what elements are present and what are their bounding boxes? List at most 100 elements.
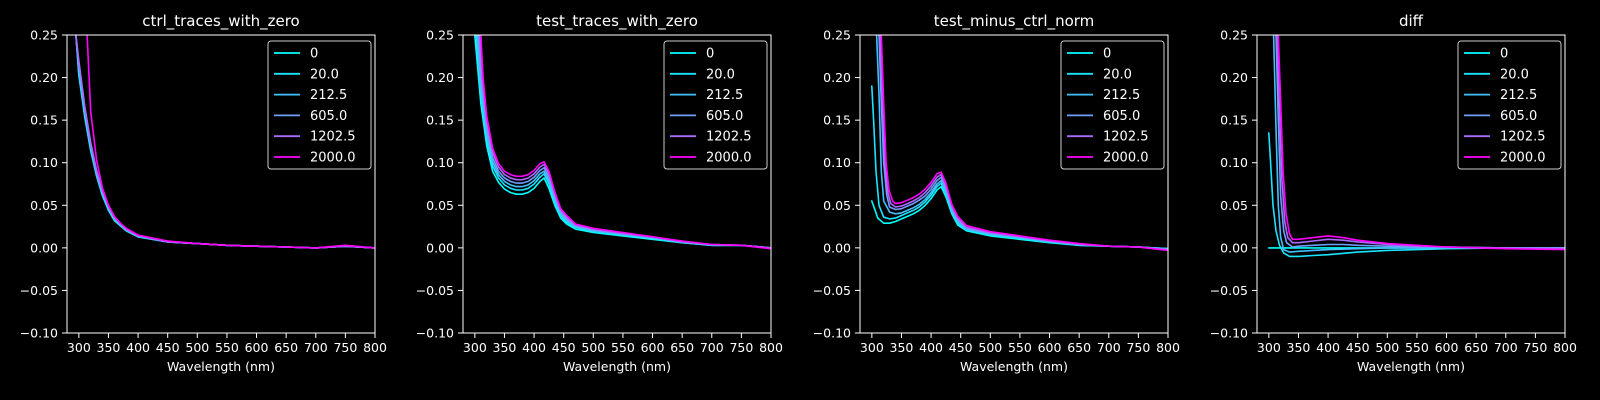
x-tick-label: 450 [156, 340, 180, 355]
x-tick-label: 700 [700, 340, 724, 355]
legend-label: 2000.0 [1103, 151, 1149, 166]
panel-title: test_minus_ctrl_norm [934, 12, 1095, 31]
y-tick-label: −0.05 [813, 283, 851, 298]
panel-4: diff Wavelength (nm) 300 350 400 450 500 550 6… [1210, 12, 1577, 374]
x-tick-label: 300 [67, 340, 91, 355]
x-tick-label: 450 [1346, 340, 1370, 355]
legend-label: 212.5 [1103, 88, 1140, 103]
x-tick-label: 550 [1405, 340, 1429, 355]
x-tick-label: 350 [1287, 340, 1311, 355]
plot-area [474, 35, 771, 250]
x-tick-label: 800 [363, 340, 387, 355]
y-tick-label: 0.25 [823, 28, 851, 43]
y-tick-label: 0.10 [1220, 155, 1248, 170]
x-tick-label: 600 [245, 340, 269, 355]
legend-label: 20.0 [706, 67, 735, 82]
legend-label: 0 [310, 47, 318, 62]
x-tick-label: 600 [1038, 340, 1062, 355]
legend-label: 1202.5 [310, 130, 356, 145]
x-tick-label: 750 [1523, 340, 1547, 355]
legend-label: 2000.0 [310, 151, 356, 166]
series-line-5 [86, 35, 375, 249]
x-tick-label: 500 [978, 340, 1002, 355]
legend-label: 212.5 [706, 88, 743, 103]
legend: 0 20.0 212.5 605.0 1202.5 2000.0 [1060, 40, 1165, 170]
axes-frame [1256, 34, 1566, 334]
y-tick-label: 0.10 [823, 155, 851, 170]
y-tick-label: 0.10 [426, 155, 454, 170]
legend-label: 0 [1103, 47, 1111, 62]
x-tick-label: 350 [890, 340, 914, 355]
y-tick-label: 0.25 [426, 28, 454, 43]
legend-label: 20.0 [310, 67, 339, 82]
legend-label: 605.0 [1103, 109, 1140, 124]
series-line-5 [1277, 35, 1565, 251]
x-tick-label: 400 [1316, 340, 1340, 355]
panel-1: ctrl_traces_with_zero Wavelength (nm) 30… [20, 12, 387, 374]
y-tick-label: 0.15 [426, 113, 454, 128]
y-tick-label: 0.00 [30, 240, 58, 255]
x-tick-label: 500 [581, 340, 605, 355]
y-tick-label: 0.00 [426, 240, 454, 255]
y-tick-label: −0.10 [20, 326, 58, 341]
legend-label: 0 [1500, 47, 1508, 62]
series-line-2 [875, 35, 1168, 250]
y-tick-label: 0.10 [30, 155, 58, 170]
y-tick-label: 0.15 [1220, 113, 1248, 128]
x-tick-label: 550 [215, 340, 239, 355]
axes-frame [462, 34, 772, 334]
legend-label: 1202.5 [1103, 130, 1149, 145]
y-tick-label: 0.25 [1220, 28, 1248, 43]
series-line-5 [880, 35, 1168, 252]
axes-frame [859, 34, 1169, 334]
y-tick-label: −0.10 [416, 326, 454, 341]
x-tick-label: 700 [1494, 340, 1518, 355]
x-tick-label: 550 [611, 340, 635, 355]
y-tick-label: −0.10 [1210, 326, 1248, 341]
x-axis-label: Wavelength (nm) [960, 359, 1068, 374]
x-tick-label: 550 [1008, 340, 1032, 355]
legend-label: 605.0 [1500, 109, 1537, 124]
panel-2: test_traces_with_zero Wavelength (nm) 30… [416, 12, 783, 374]
y-tick-label: −0.05 [20, 283, 58, 298]
x-tick-label: 600 [1435, 340, 1459, 355]
panel-title: diff [1399, 12, 1424, 30]
x-tick-label: 650 [1464, 340, 1488, 355]
y-tick-label: 0.20 [823, 70, 851, 85]
x-tick-label: 400 [919, 340, 943, 355]
x-tick-label: 400 [522, 340, 546, 355]
legend-label: 20.0 [1103, 67, 1132, 82]
plot-area [75, 35, 375, 249]
x-tick-label: 800 [759, 340, 783, 355]
series-line-1 [475, 35, 771, 249]
y-tick-label: 0.25 [30, 28, 58, 43]
legend-label: 212.5 [1500, 88, 1537, 103]
series-line-2 [1272, 35, 1565, 253]
x-tick-label: 650 [670, 340, 694, 355]
x-tick-label: 800 [1156, 340, 1180, 355]
x-tick-label: 700 [304, 340, 328, 355]
y-tick-label: −0.05 [1210, 283, 1248, 298]
legend-label: 2000.0 [706, 151, 752, 166]
plot-area [1268, 35, 1565, 258]
legend-label: 2000.0 [1500, 151, 1546, 166]
legend-label: 0 [706, 47, 714, 62]
x-tick-label: 400 [126, 340, 150, 355]
x-axis-label: Wavelength (nm) [1357, 359, 1465, 374]
plot-area [871, 35, 1168, 252]
panel-title: test_traces_with_zero [536, 12, 698, 31]
x-tick-label: 650 [274, 340, 298, 355]
x-tick-label: 300 [1257, 340, 1281, 355]
x-tick-label: 300 [860, 340, 884, 355]
panel-3: test_minus_ctrl_norm Wavelength (nm) 300… [813, 12, 1180, 374]
x-tick-label: 600 [641, 340, 665, 355]
legend: 0 20.0 212.5 605.0 1202.5 2000.0 [663, 40, 768, 170]
y-tick-label: 0.15 [823, 113, 851, 128]
y-tick-label: 0.20 [30, 70, 58, 85]
y-tick-label: 0.05 [823, 198, 851, 213]
y-tick-label: 0.20 [1220, 70, 1248, 85]
y-tick-label: 0.00 [1220, 240, 1248, 255]
y-tick-label: 0.00 [823, 240, 851, 255]
y-tick-label: −0.05 [416, 283, 454, 298]
